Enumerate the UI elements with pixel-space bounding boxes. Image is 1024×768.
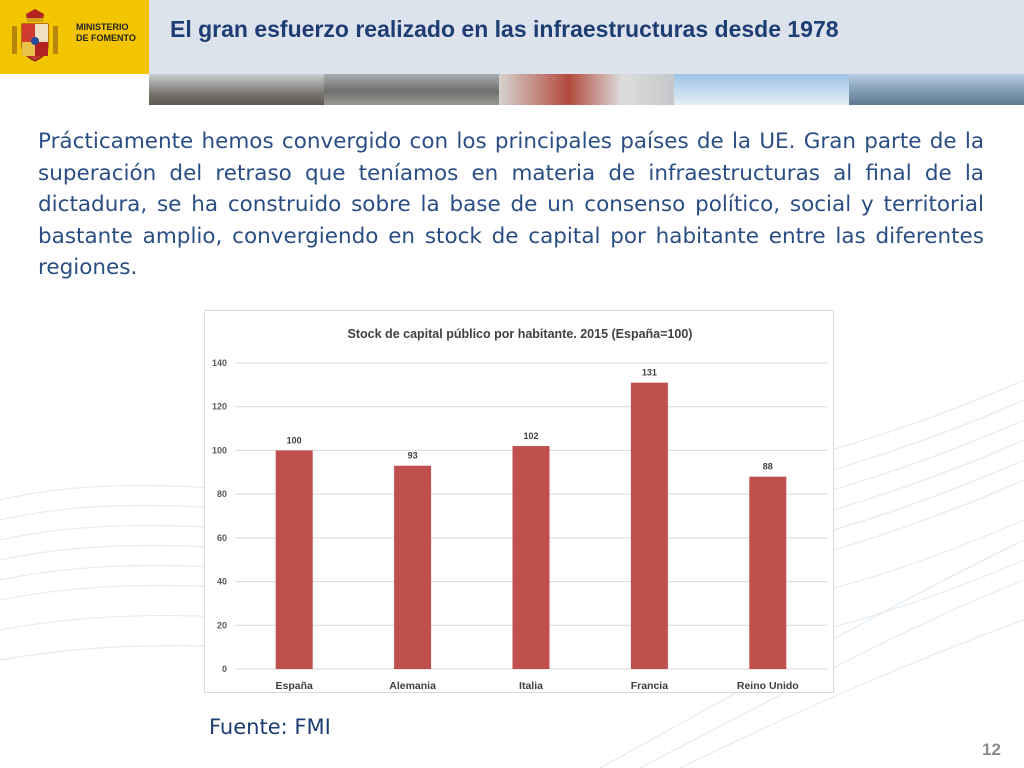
ministry-logo: Ministerio de Fomento: [0, 0, 149, 74]
chart-bars: [275, 382, 787, 669]
x-tick-label: Alemania: [389, 680, 436, 692]
y-tick-label: 40: [217, 577, 227, 587]
bar-españa: [275, 450, 313, 669]
header-gap: [0, 74, 149, 105]
slide-title: El gran esfuerzo realizado en las infrae…: [170, 16, 839, 42]
x-tick-label: Italia: [519, 680, 543, 692]
photo-train: [499, 74, 674, 105]
data-label: 102: [523, 431, 538, 441]
bar-francia: [630, 382, 668, 669]
chart-labels: 0 20 40 60 80 100 120 140 100 España 93 Alemania 102…: [212, 358, 799, 692]
data-label: 131: [642, 368, 657, 378]
photo-port: [849, 74, 1024, 105]
x-tick-label: España: [276, 680, 314, 692]
coat-of-arms-icon: [12, 9, 58, 62]
photo-city: [149, 74, 324, 105]
ministry-line-1: Ministerio: [76, 22, 129, 32]
y-tick-label: 80: [217, 489, 227, 499]
page-number: 12: [982, 740, 1001, 759]
bar-reino-unido: [749, 476, 787, 669]
y-tick-label: 140: [212, 358, 227, 368]
data-label: 93: [408, 451, 418, 461]
data-label: 100: [287, 435, 302, 445]
bar-italia: [512, 446, 550, 669]
chart-title: Stock de capital público por habitante. …: [348, 327, 693, 341]
y-tick-label: 100: [212, 445, 227, 455]
bar-alemania: [394, 465, 432, 669]
bar-chart-svg: Stock de capital público por habitante. …: [212, 327, 827, 692]
bar-chart: Stock de capital público por habitante. …: [204, 310, 834, 693]
photo-strip: [149, 74, 1024, 105]
data-label: 88: [763, 462, 773, 472]
x-tick-label: Francia: [631, 680, 669, 692]
ministry-name: Ministerio de Fomento: [76, 22, 148, 44]
y-tick-label: 120: [212, 402, 227, 412]
title-bar: [149, 0, 1024, 74]
ministry-line-2: de Fomento: [76, 33, 136, 43]
y-tick-label: 20: [217, 620, 227, 630]
photo-highway: [324, 74, 499, 105]
y-tick-label: 60: [217, 533, 227, 543]
intro-paragraph: Prácticamente hemos convergido con los p…: [38, 129, 984, 280]
source-note: Fuente: FMI: [209, 715, 331, 739]
y-tick-label: 0: [222, 664, 227, 674]
photo-aircraft: [674, 74, 849, 105]
x-tick-label: Reino Unido: [737, 680, 799, 692]
